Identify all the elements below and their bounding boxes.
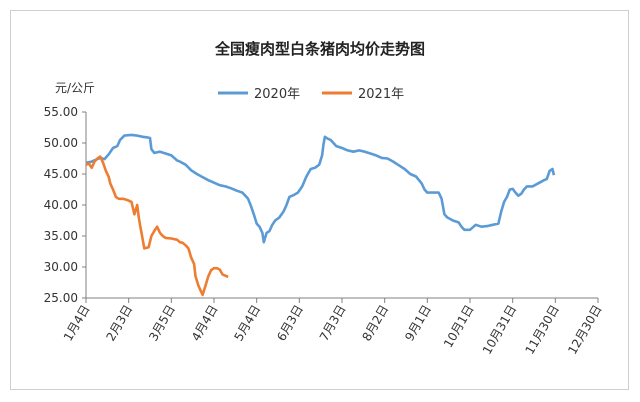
y-axis-unit: 元/公斤 [55, 81, 95, 95]
chart-card [10, 10, 629, 390]
series-lines [85, 133, 556, 297]
y-tick-label: 35.00 [44, 229, 78, 243]
chart-title: 全国瘦肉型白条猪肉均价走势图 [214, 40, 425, 58]
series-line-2 [85, 155, 229, 297]
x-tick-label: 11月30日 [523, 303, 562, 357]
x-tick-label: 8月2日 [359, 303, 391, 344]
x-tick-label: 9月1日 [402, 303, 434, 344]
y-tick-label: 45.00 [44, 167, 78, 181]
legend-label: 2020年 [254, 87, 300, 102]
x-tick-label: 2月3日 [103, 303, 135, 344]
x-tick-label: 10月31日 [480, 303, 519, 357]
x-tick-label: 6月3日 [274, 303, 306, 344]
x-tick-label: 4月4日 [189, 303, 221, 344]
legend-label: 2021年 [358, 87, 404, 102]
y-tick-label: 40.00 [44, 198, 78, 212]
legend: 2020年 2021年 [218, 87, 404, 102]
x-tick-label: 3月5日 [146, 303, 178, 344]
x-tick-label: 5月4日 [231, 303, 263, 344]
x-tick-label: 1月4日 [61, 303, 93, 344]
x-tick-label: 12月30日 [565, 303, 604, 357]
series-line-1 [85, 133, 556, 244]
x-tick-label: 10月1日 [441, 303, 477, 351]
y-tick-label: 25.00 [44, 291, 78, 305]
y-tick-label: 30.00 [44, 260, 78, 274]
y-tick-label: 50.00 [44, 136, 78, 150]
x-tick-label: 7月3日 [317, 303, 349, 344]
y-tick-label: 55.00 [44, 105, 78, 119]
